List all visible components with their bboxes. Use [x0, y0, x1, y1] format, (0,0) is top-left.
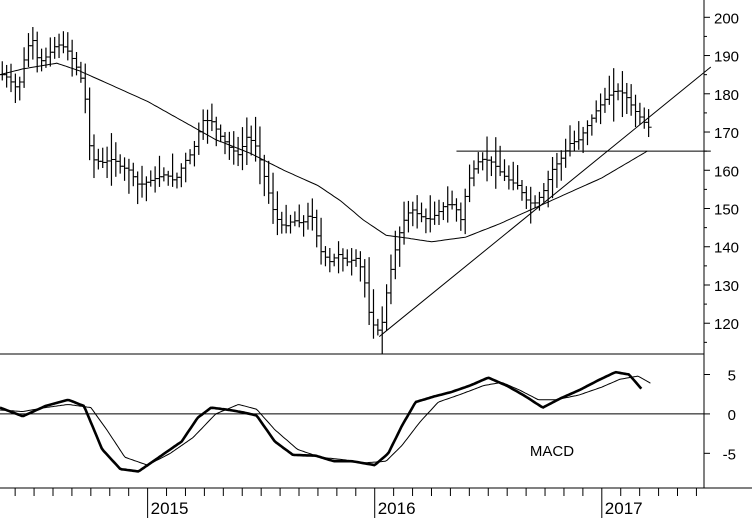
- price-tick-label: 160: [714, 163, 739, 180]
- price-tick-label: 150: [714, 202, 739, 219]
- price-tick-label: 120: [714, 316, 739, 333]
- macd-line: [0, 370, 643, 473]
- price-tick-label: 190: [714, 49, 739, 66]
- year-label: 2017: [605, 499, 643, 518]
- uptrend-line: [378, 66, 712, 338]
- year-label: 2016: [378, 499, 416, 518]
- price-tick-label: 140: [714, 240, 739, 257]
- macd-tick-label: 0: [728, 407, 736, 424]
- macd-tick-label: -5: [723, 446, 736, 463]
- year-label: 2015: [151, 499, 189, 518]
- macd-label: MACD: [530, 443, 574, 460]
- price-tick-label: 180: [714, 87, 739, 104]
- price-tick-label: 200: [714, 10, 739, 27]
- price-tick-label: 170: [714, 125, 739, 142]
- price-tick-label: 130: [714, 278, 739, 295]
- macd-tick-label: 5: [728, 367, 736, 384]
